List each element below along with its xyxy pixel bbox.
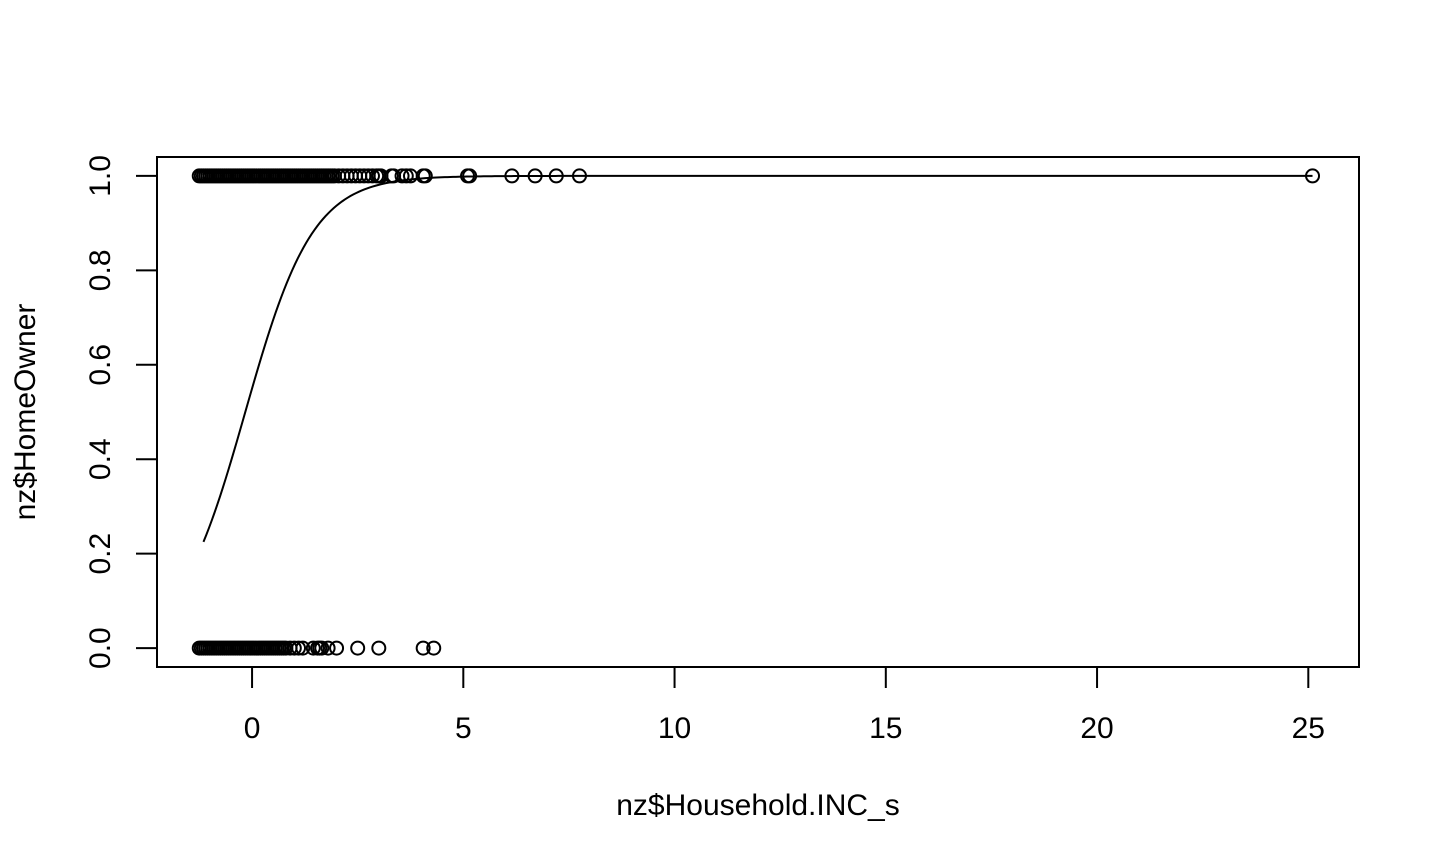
x-tick-label: 15 [869, 712, 902, 745]
data-point [320, 640, 336, 656]
data-point [398, 168, 414, 184]
y-tick-label: 1.0 [84, 155, 117, 197]
y-axis: 0.0 0.2 0.4 0.6 0.8 1.0 [84, 155, 158, 669]
data-point [364, 168, 380, 184]
x-tick-label: 5 [455, 712, 472, 745]
y-tick-label: 0.0 [84, 627, 117, 669]
points-layer [191, 168, 1321, 656]
x-tick-label: 20 [1080, 712, 1113, 745]
data-point [415, 640, 431, 656]
data-point [394, 168, 410, 184]
y-tick-label: 0.8 [84, 249, 117, 291]
data-point [286, 640, 302, 656]
y-tick-label: 0.4 [84, 438, 117, 480]
x-tick-label: 0 [244, 712, 261, 745]
x-tick-label: 25 [1292, 712, 1325, 745]
plot-frame [156, 156, 1360, 668]
x-axis-title: nz$Household.INC_s [616, 789, 900, 822]
data-point [305, 640, 321, 656]
data-point [417, 168, 433, 184]
x-axis: 0 5 10 15 20 25 [244, 666, 1325, 745]
data-point [314, 640, 330, 656]
y-tick-label: 0.6 [84, 344, 117, 386]
data-point [426, 640, 442, 656]
y-axis-title: nz$HomeOwner [9, 304, 42, 521]
data-point [329, 640, 345, 656]
x-tick-label: 10 [658, 712, 691, 745]
data-point [350, 640, 366, 656]
data-point [291, 640, 307, 656]
data-point [295, 640, 311, 656]
data-point [371, 640, 387, 656]
fitted-logistic-curve [202, 174, 1313, 543]
y-tick-label: 0.2 [84, 533, 117, 575]
